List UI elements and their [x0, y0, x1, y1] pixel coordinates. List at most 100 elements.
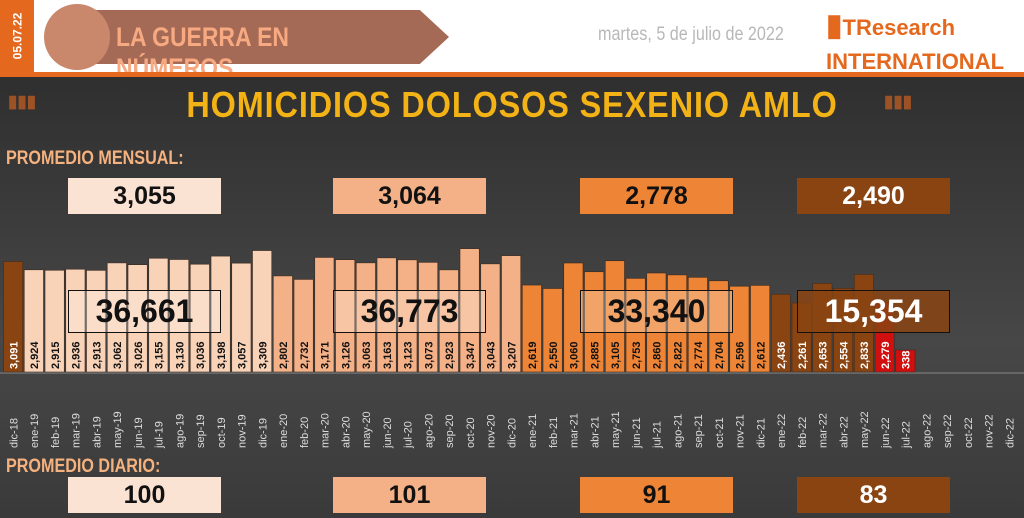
- x-tick-label: feb-19: [50, 417, 62, 448]
- bar-jun-21: [625, 278, 646, 373]
- x-tick-label: oct-20: [465, 417, 477, 448]
- x-tick-label: jul-21: [652, 421, 664, 449]
- data-label: 2,774: [693, 341, 705, 369]
- x-tick-label: jun-19: [133, 417, 145, 449]
- data-label: 2,653: [818, 341, 830, 369]
- x-tick-label: oct-22: [963, 417, 975, 448]
- x-tick-label: ene-22: [776, 414, 788, 448]
- x-tick-label: ene-21: [527, 414, 539, 448]
- x-tick-label: jul-20: [403, 421, 415, 449]
- x-tick-label: mar-19: [71, 413, 83, 448]
- divider: [0, 72, 1024, 77]
- data-label: 2,936: [71, 341, 83, 369]
- bar-jul-22: [895, 349, 916, 373]
- data-label: 2,550: [548, 341, 560, 369]
- x-tick-label: may-19: [112, 411, 124, 448]
- bar-oct-21: [708, 280, 729, 373]
- x-tick-label: jun-21: [631, 417, 643, 449]
- data-label: 3,105: [610, 341, 622, 369]
- x-tick-label: may-21: [610, 411, 622, 448]
- data-label: 2,261: [797, 341, 809, 369]
- monthly-label: PROMEDIO MENSUAL:: [6, 148, 184, 169]
- banner-ribbon: [84, 10, 449, 64]
- bar-mar-21: [563, 262, 584, 373]
- data-label: 3,198: [216, 341, 228, 369]
- data-label: 3,207: [506, 341, 518, 369]
- x-tick-label: dic-18: [8, 418, 20, 448]
- banner: LA GUERRA EN NÚMEROS: [44, 4, 449, 83]
- x-tick-label: feb-21: [548, 417, 560, 448]
- daily-average-box: 83: [797, 477, 950, 513]
- header: 05.07.22 LA GUERRA EN NÚMEROS martes, 5 …: [0, 0, 1024, 83]
- data-label: 338: [901, 351, 913, 369]
- x-tick-label: oct-19: [216, 417, 228, 448]
- bar-dic-19: [252, 250, 273, 373]
- data-label: 2,915: [50, 341, 62, 369]
- daily-average-box: 91: [580, 477, 733, 513]
- bar-jun-20: [376, 257, 397, 373]
- data-label: 2,279: [880, 341, 892, 369]
- x-tick-label: nov-21: [735, 414, 747, 448]
- data-label: 2,619: [527, 341, 539, 369]
- data-label: 3,155: [154, 341, 166, 369]
- data-label: 3,063: [361, 341, 373, 369]
- logo-text: TResearch INTERNATIONAL: [826, 15, 1005, 74]
- data-label: 3,091: [8, 341, 20, 369]
- x-tick-label: dic-22: [1004, 418, 1016, 448]
- x-tick-label: ene-19: [29, 414, 41, 448]
- bar-ene-22: [770, 293, 791, 373]
- bar-nov-19: [231, 262, 252, 373]
- bar-ago-21: [667, 274, 688, 373]
- x-tick-label: jul-22: [901, 421, 913, 449]
- x-tick-label: jun-22: [880, 417, 892, 449]
- bar-mar-20: [314, 257, 335, 373]
- x-tick-label: feb-20: [299, 417, 311, 448]
- bar-sep-20: [438, 269, 459, 373]
- data-label: 3,171: [320, 341, 332, 369]
- x-tick-label: mar-20: [320, 413, 332, 448]
- bar-dic-18: [3, 261, 24, 373]
- bar-mar-19: [65, 268, 86, 373]
- date-text: martes, 5 de julio de 2022: [598, 24, 784, 45]
- bar-ago-20: [418, 262, 439, 373]
- data-label: 2,833: [859, 341, 871, 369]
- x-tick-label: sep-22: [942, 414, 954, 448]
- monthly-average-box: 3,055: [68, 178, 221, 214]
- bar-oct-20: [459, 248, 480, 373]
- bar-dic-21: [750, 285, 771, 373]
- x-tick-label: feb-22: [797, 417, 809, 448]
- data-label: 2,923: [444, 341, 456, 369]
- x-tick-label: dic-19: [257, 418, 269, 448]
- monthly-average-box: 2,490: [797, 178, 950, 214]
- x-tick-label: nov-19: [237, 414, 249, 448]
- x-tick-label: may-20: [361, 411, 373, 448]
- bar-nov-21: [729, 285, 750, 373]
- x-tick-label: sep-21: [693, 414, 705, 448]
- bar-jul-20: [397, 259, 418, 373]
- data-label: 3,062: [112, 341, 124, 369]
- data-label: 2,885: [589, 341, 601, 369]
- x-tick-label: sep-20: [444, 414, 456, 448]
- data-label: 3,130: [174, 341, 186, 369]
- data-label: 3,073: [423, 341, 435, 369]
- bar-ago-19: [169, 259, 190, 373]
- x-tick-label: mar-21: [569, 413, 581, 448]
- x-tick-label: abr-19: [91, 416, 103, 448]
- logo-left-icon: ▮▮▮: [8, 92, 37, 111]
- bar-ene-19: [23, 269, 44, 373]
- x-tick-label: may-22: [859, 411, 871, 448]
- x-tick-label: abr-20: [340, 416, 352, 448]
- period-total-box: 36,661: [68, 290, 221, 333]
- x-tick-label: nov-20: [486, 414, 498, 448]
- data-label: 2,596: [735, 341, 747, 369]
- data-label: 3,309: [257, 341, 269, 369]
- x-tick-label: nov-22: [984, 414, 996, 448]
- chart-title: HOMICIDIOS DOLOSOS SEXENIO AMLO: [186, 84, 838, 125]
- data-label: 3,123: [403, 341, 415, 369]
- bar-sep-21: [687, 276, 708, 373]
- x-tick-label: jul-19: [154, 421, 166, 449]
- x-tick-label: dic-20: [506, 418, 518, 448]
- logo: ▮TResearch INTERNATIONAL: [826, 8, 1024, 77]
- x-tick-label: oct-21: [714, 417, 726, 448]
